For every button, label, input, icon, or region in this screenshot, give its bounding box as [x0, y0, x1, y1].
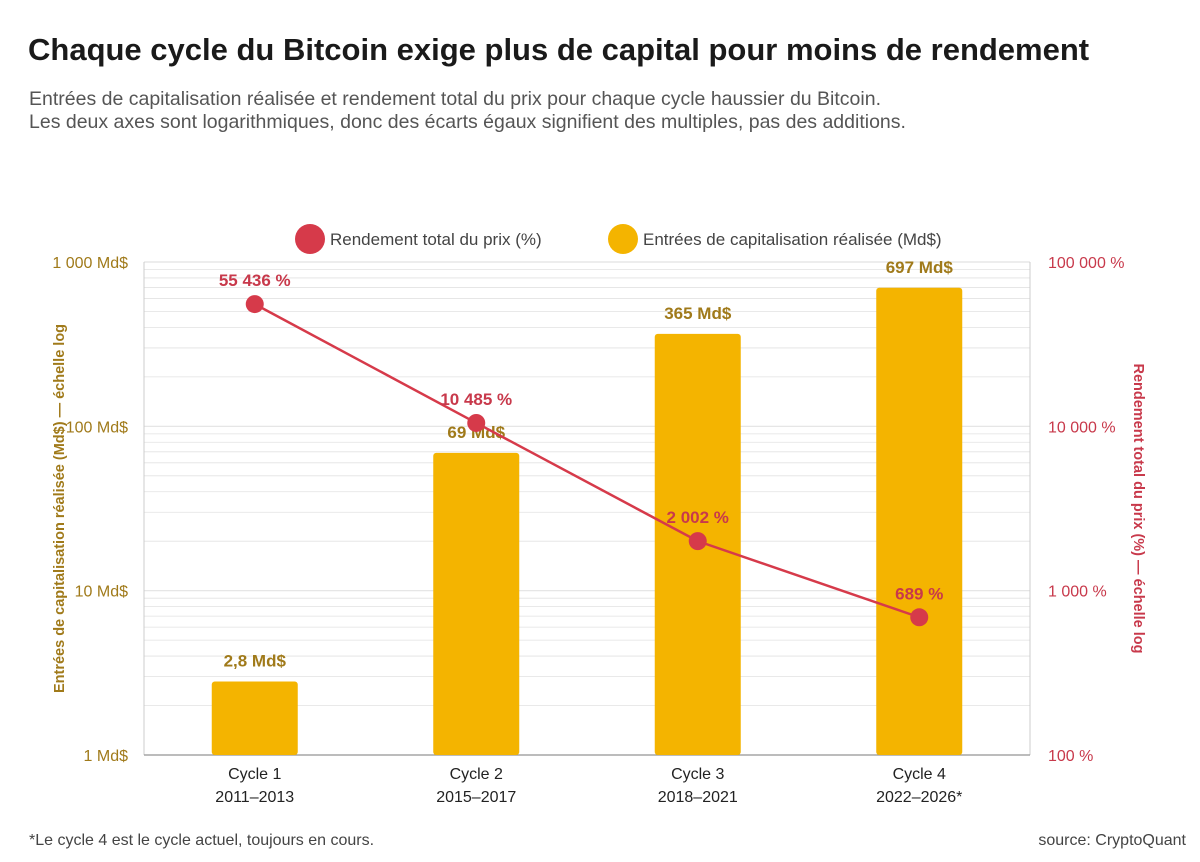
left-tick-label: 1 Md$ [84, 748, 129, 765]
subtitle-line-1: Entrées de capitalisation réalisée et re… [29, 88, 881, 110]
bar-data-label: 365 Md$ [664, 304, 732, 323]
right-axis-title: Rendement total du prix (%) — échelle lo… [1130, 363, 1146, 653]
x-tick-label: Cycle 3 [671, 766, 724, 783]
left-axis-title: Entrées de capitalisation réalisée (Md$)… [52, 324, 68, 693]
return-line [254, 303, 920, 619]
return-point [910, 608, 929, 627]
return-point [245, 295, 264, 314]
chart-title: Chaque cycle du Bitcoin exige plus de ca… [28, 32, 1090, 67]
right-tick-label: 10 000 % [1048, 419, 1116, 436]
x-tick-label: Cycle 1 [228, 766, 281, 783]
legend-marker-return [295, 224, 325, 254]
return-point [688, 532, 707, 551]
source-credit: source: CryptoQuant [1038, 832, 1186, 849]
return-data-label: 689 % [895, 584, 943, 603]
return-data-label: 2 002 % [667, 508, 729, 527]
bar [211, 681, 298, 755]
x-tick-sublabel: 2018–2021 [658, 789, 738, 806]
bar-data-label: 69 Md$ [447, 423, 505, 442]
bar [876, 287, 963, 755]
legend-label-inflows: Entrées de capitalisation réalisée (Md$) [643, 230, 942, 249]
left-tick-label: 10 Md$ [75, 584, 128, 601]
return-data-label: 55 436 % [219, 271, 291, 290]
x-tick-sublabel: 2011–2013 [215, 789, 294, 806]
subtitle-line-2: Les deux axes sont logarithmiques, donc … [29, 111, 906, 133]
return-data-label: 10 485 % [440, 390, 512, 409]
bar [433, 452, 520, 755]
x-tick-sublabel: 2022–2026* [876, 789, 962, 806]
right-tick-label: 1 000 % [1048, 584, 1107, 601]
legend-label-return: Rendement total du prix (%) [330, 230, 542, 249]
x-tick-label: Cycle 2 [450, 766, 503, 783]
return-point [467, 413, 486, 432]
chart-subtitle: Entrées de capitalisation réalisée et re… [29, 88, 906, 134]
right-tick-label: 100 000 % [1048, 255, 1125, 272]
left-tick-label: 1 000 Md$ [52, 255, 128, 272]
bar-data-label: 2,8 Md$ [224, 652, 287, 671]
right-tick-label: 100 % [1048, 748, 1093, 765]
bar-data-label: 697 Md$ [886, 258, 954, 277]
footnote: *Le cycle 4 est le cycle actuel, toujour… [29, 832, 375, 849]
left-tick-label: 100 Md$ [66, 419, 128, 436]
legend-marker-inflows [608, 224, 638, 254]
x-tick-label: Cycle 4 [893, 766, 946, 783]
x-tick-sublabel: 2015–2017 [436, 789, 516, 806]
